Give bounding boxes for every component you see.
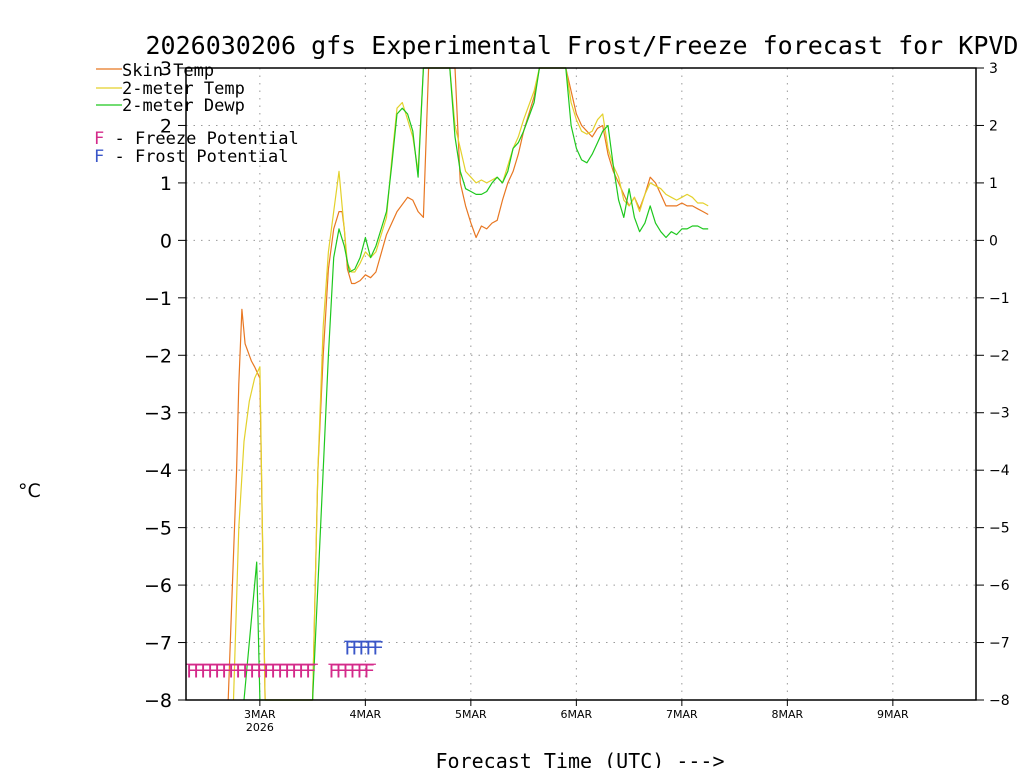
frost-potential-mark: F — [351, 637, 362, 659]
freeze-potential-mark: F — [305, 660, 316, 682]
legend-freeze-potential: F - Freeze Potential — [94, 129, 299, 149]
x-tick-label: 8MAR — [772, 708, 804, 721]
y-tick-label-left: 1 — [160, 173, 172, 195]
y-tick-label-right: −6 — [989, 578, 1010, 594]
y-tick-label-left: −2 — [144, 345, 172, 367]
chart-title: 2026030206 gfs Experimental Frost/Freeze… — [146, 31, 1019, 60]
x-tick-label: 6MAR — [561, 708, 593, 721]
freeze-potential-mark: F — [193, 660, 204, 682]
freeze-potential-mark: F — [221, 660, 232, 682]
y-tick-label-right: 1 — [989, 176, 998, 192]
freeze-potential-mark: F — [249, 660, 260, 682]
x-tick-sublabel: 2026 — [246, 721, 274, 734]
freeze-potential-mark: F — [256, 660, 267, 682]
y-tick-label-right: −4 — [989, 463, 1010, 479]
freeze-potential-mark: F — [298, 660, 309, 682]
y-tick-label-right: −5 — [989, 521, 1010, 537]
freeze-potential-mark: F — [214, 660, 225, 682]
y-tick-label-right: −1 — [989, 291, 1010, 307]
freeze-potential-mark: F — [335, 660, 346, 682]
y-tick-label-left: 2 — [160, 115, 172, 137]
y-tick-label-left: −6 — [144, 575, 172, 597]
series-line-2-meter-temp — [232, 67, 709, 701]
freeze-potential-mark: F — [186, 660, 197, 682]
frost-potential-mark: F — [344, 637, 355, 659]
legend-2m-temp: 2-meter Temp — [122, 79, 245, 99]
plot-frame — [185, 67, 977, 701]
y-tick-label-right: 3 — [989, 61, 998, 77]
y-tick-label-left: 3 — [160, 58, 172, 80]
y-tick-label-left: −3 — [144, 403, 172, 425]
freeze-potential-mark: F — [291, 660, 302, 682]
x-tick-label: 3MAR — [244, 708, 276, 721]
freeze-potential-mark: F — [228, 660, 239, 682]
freeze-potential-mark: F — [284, 660, 295, 682]
series-line-skin-temp — [227, 67, 709, 701]
frost-potential-mark: F — [365, 637, 376, 659]
y-tick-label-left: 0 — [160, 230, 172, 252]
grid-lines — [186, 68, 976, 700]
legend-2m-dewp: 2-meter Dewp — [122, 96, 245, 116]
y-tick-label-right: 2 — [989, 118, 998, 134]
x-tick-label: 9MAR — [877, 708, 909, 721]
freeze-potential-mark: F — [235, 660, 246, 682]
series-line-2-meter-dewp — [243, 67, 709, 701]
x-tick-label: 4MAR — [350, 708, 382, 721]
frost-potential-mark: F — [358, 637, 369, 659]
y-axis-label: °C — [18, 480, 41, 502]
legend-frost-potential: F - Frost Potential — [94, 147, 288, 167]
y-tick-label-left: −5 — [144, 518, 172, 540]
freeze-potential-mark: F — [342, 660, 353, 682]
freeze-potential-mark: F — [200, 660, 211, 682]
frost-potential-mark: F — [372, 637, 383, 659]
freeze-potential-mark: F — [349, 660, 360, 682]
legend-skin-temp: Skin Temp — [122, 61, 214, 81]
freeze-potential-mark: F — [363, 660, 374, 682]
freeze-potential-mark: F — [263, 660, 274, 682]
y-tick-label-right: −2 — [989, 348, 1010, 364]
x-tick-label: 7MAR — [666, 708, 698, 721]
x-tick-label: 5MAR — [455, 708, 487, 721]
freeze-potential-mark: F — [356, 660, 367, 682]
legend: Skin Temp 2-meter Temp 2-meter Dewp F - … — [94, 61, 299, 167]
y-tick-label-right: −7 — [989, 636, 1010, 652]
y-tick-label-left: −4 — [144, 460, 172, 482]
y-tick-label-right: −3 — [989, 406, 1010, 422]
y-axis-ticks: −8 −8 −7 −7 −6 −6 −5 −5 −4 −4 −3 −3 −2 −2 −1 −1 0 0 1 1 2 2 3 3 — [144, 58, 1010, 712]
freeze-potential-mark: F — [328, 660, 339, 682]
freeze-potential-mark: F — [277, 660, 288, 682]
freeze-potential-mark: F — [207, 660, 218, 682]
freeze-potential-mark: F — [270, 660, 281, 682]
y-tick-label-left: −8 — [144, 690, 172, 712]
y-tick-label-right: 0 — [989, 233, 998, 249]
y-tick-label-left: −1 — [144, 288, 172, 310]
y-tick-label-right: −8 — [989, 693, 1010, 709]
x-axis-label: Forecast Time (UTC) ---> — [436, 749, 725, 768]
series-lines — [227, 67, 709, 701]
freeze-potential-mark: F — [242, 660, 253, 682]
y-tick-label-left: −7 — [144, 633, 172, 655]
